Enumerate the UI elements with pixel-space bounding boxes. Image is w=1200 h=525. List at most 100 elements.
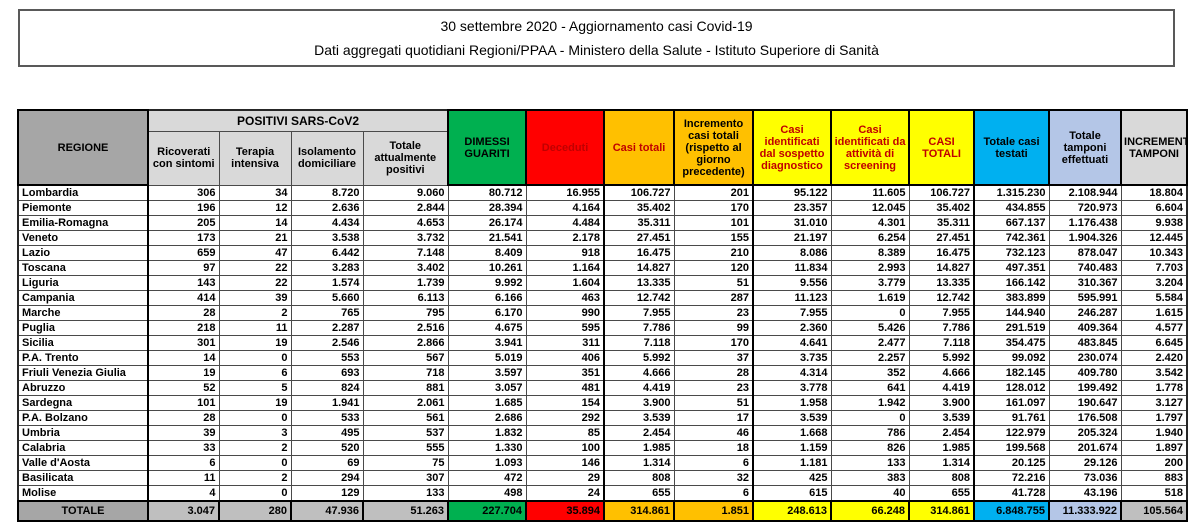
cell-casi_totali: 35.402 [603, 200, 675, 216]
cell-totale_tamponi_effettuati: 409.364 [1048, 320, 1122, 336]
cell-deceduti: 29 [525, 470, 605, 486]
cell-casi_screening: 383 [830, 470, 910, 486]
cell-totale_casi_testati: 91.761 [973, 410, 1050, 426]
cell-incremento_casi_totali: 201 [673, 184, 754, 201]
cell-dimessi_guariti: 4.675 [447, 320, 527, 336]
cell-isolamento_domiciliare: 693 [290, 365, 364, 381]
total-cell-ricoverati_con_sintomi: 3.047 [147, 500, 220, 522]
cell-isolamento_domiciliare: 4.434 [290, 215, 364, 231]
table-row: Campania 414 39 5.660 6.113 6.166 463 12.742 287… [17, 290, 1188, 306]
total-row-label: TOTALE [17, 500, 149, 522]
cell-isolamento_domiciliare: 2.546 [290, 335, 364, 351]
cell-totale_attualmente_positivi: 795 [362, 305, 449, 321]
cell-totale_attualmente_positivi: 718 [362, 365, 449, 381]
cell-casi_screening: 786 [830, 425, 910, 441]
cell-casi_totali: 16.475 [603, 245, 675, 261]
table-row: Molise 4 0 129 133 498 24 655 6 615 40 655 41.728 43.… [17, 485, 1188, 502]
column-header-regione: REGIONE [17, 109, 149, 186]
cell-incremento_tamponi: 1.940 [1120, 425, 1188, 441]
cell-incremento_tamponi: 6.604 [1120, 200, 1188, 216]
cell-incremento_tamponi: 3.204 [1120, 275, 1188, 291]
cell-casi_sospetto_diagnostico: 3.778 [752, 380, 832, 396]
cell-ricoverati_con_sintomi: 4 [147, 485, 220, 502]
cell-casi_sospetto_diagnostico: 4.641 [752, 335, 832, 351]
cell-ricoverati_con_sintomi: 52 [147, 380, 220, 396]
cell-dimessi_guariti: 3.597 [447, 365, 527, 381]
column-header-incremento-tamponi: INCREMENTO TAMPONI [1120, 109, 1189, 186]
cell-casi_totali_complessivi: 1.314 [908, 455, 975, 471]
cell-totale_casi_testati: 166.142 [973, 275, 1050, 291]
cell-terapia_intensiva: 19 [218, 395, 292, 411]
cell-casi_totali_complessivi: 13.335 [908, 275, 975, 291]
cell-incremento_casi_totali: 17 [673, 410, 754, 426]
cell-totale_attualmente_positivi: 75 [362, 455, 449, 471]
column-header-totale-casi-testati: Totale casi testati [973, 109, 1051, 186]
cell-casi_totali_complessivi: 35.402 [908, 200, 975, 216]
cell-deceduti: 100 [525, 440, 605, 456]
cell-ricoverati_con_sintomi: 39 [147, 425, 220, 441]
covid-data-table: REGIONE POSITIVI SARS-CoV2 DIMESSI GUARI… [17, 109, 1189, 522]
cell-casi_totali_complessivi: 3.539 [908, 410, 975, 426]
cell-dimessi_guariti: 8.409 [447, 245, 527, 261]
cell-totale_casi_testati: 20.125 [973, 455, 1050, 471]
cell-totale_casi_testati: 1.315.230 [973, 184, 1050, 201]
cell-isolamento_domiciliare: 765 [290, 305, 364, 321]
cell-casi_totali: 2.454 [603, 425, 675, 441]
cell-incremento_casi_totali: 101 [673, 215, 754, 231]
cell-incremento_casi_totali: 120 [673, 260, 754, 276]
cell-casi_screening: 2.477 [830, 335, 910, 351]
cell-totale_tamponi_effettuati: 310.367 [1048, 275, 1122, 291]
cell-casi_totali_complessivi: 106.727 [908, 184, 975, 201]
cell-totale_tamponi_effettuati: 201.674 [1048, 440, 1122, 456]
title-box: 30 settembre 2020 - Aggiornamento casi C… [18, 9, 1175, 67]
cell-deceduti: 990 [525, 305, 605, 321]
cell-totale_tamponi_effettuati: 205.324 [1048, 425, 1122, 441]
cell-ricoverati_con_sintomi: 414 [147, 290, 220, 306]
cell-casi_sospetto_diagnostico: 1.159 [752, 440, 832, 456]
cell-casi_screening: 3.779 [830, 275, 910, 291]
cell-deceduti: 85 [525, 425, 605, 441]
cell-casi_sospetto_diagnostico: 1.958 [752, 395, 832, 411]
cell-deceduti: 1.604 [525, 275, 605, 291]
cell-deceduti: 406 [525, 350, 605, 366]
cell-deceduti: 918 [525, 245, 605, 261]
cell-incremento_casi_totali: 51 [673, 275, 754, 291]
column-header-totale-attualmente-positivi: Totale attualmente positivi [362, 130, 449, 186]
cell-ricoverati_con_sintomi: 6 [147, 455, 220, 471]
cell-casi_totali: 655 [603, 485, 675, 502]
cell-totale_tamponi_effettuati: 409.780 [1048, 365, 1122, 381]
table-row: Abruzzo 52 5 824 881 3.057 481 4.419 23 3.778 641 4… [17, 380, 1188, 396]
cell-deceduti: 16.955 [525, 184, 605, 201]
cell-isolamento_domiciliare: 69 [290, 455, 364, 471]
cell-incremento_casi_totali: 170 [673, 200, 754, 216]
cell-incremento_tamponi: 1.615 [1120, 305, 1188, 321]
column-header-casi-sospetto-diagnostico: Casi identificati dal sospetto diagnosti… [752, 109, 833, 186]
cell-casi_sospetto_diagnostico: 3.735 [752, 350, 832, 366]
cell-casi_screening: 1.619 [830, 290, 910, 306]
column-header-incremento-casi-totali: Incremento casi totali (rispetto al gior… [673, 109, 755, 186]
cell-totale_tamponi_effettuati: 595.991 [1048, 290, 1122, 306]
cell-dimessi_guariti: 2.686 [447, 410, 527, 426]
cell-isolamento_domiciliare: 495 [290, 425, 364, 441]
cell-terapia_intensiva: 2 [218, 305, 292, 321]
cell-casi_totali_complessivi: 4.666 [908, 365, 975, 381]
table-row: Basilicata 11 2 294 307 472 29 808 32 425 383 808 72… [17, 470, 1188, 486]
cell-terapia_intensiva: 39 [218, 290, 292, 306]
cell-casi_totali: 3.900 [603, 395, 675, 411]
cell-casi_totali: 7.118 [603, 335, 675, 351]
cell-ricoverati_con_sintomi: 97 [147, 260, 220, 276]
cell-totale_tamponi_effettuati: 740.483 [1048, 260, 1122, 276]
cell-casi_sospetto_diagnostico: 2.360 [752, 320, 832, 336]
cell-incremento_tamponi: 6.645 [1120, 335, 1188, 351]
cell-casi_screening: 11.605 [830, 184, 910, 201]
cell-totale_attualmente_positivi: 881 [362, 380, 449, 396]
region-name: Lombardia [17, 184, 149, 201]
cell-terapia_intensiva: 47 [218, 245, 292, 261]
total-cell-totale_attualmente_positivi: 51.263 [361, 500, 450, 522]
total-row: TOTALE 3.047 280 47.936 51.263 227.704 35.894 3… [17, 500, 1189, 522]
cell-terapia_intensiva: 22 [218, 275, 292, 291]
table-row: Emilia-Romagna 205 14 4.434 4.653 26.174 4.484… [17, 215, 1188, 231]
column-header-totale-tamponi: Totale tamponi effettuati [1048, 109, 1123, 186]
total-cell-totale_tamponi_effettuati: 11.333.922 [1048, 500, 1123, 522]
table-row: Sardegna 101 19 1.941 2.061 1.685 154 3.900 51 1.… [17, 395, 1188, 411]
